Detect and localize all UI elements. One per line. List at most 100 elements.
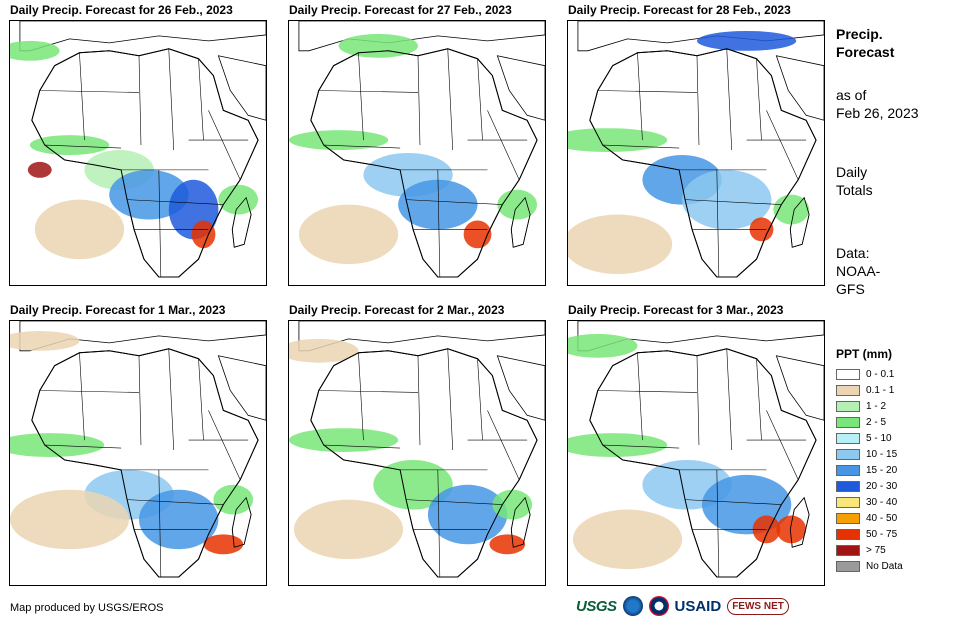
country-border — [637, 52, 643, 141]
precip-area — [696, 30, 797, 51]
fews-net-logo: FEWS NET — [727, 597, 789, 615]
totals-line2: Totals — [836, 182, 873, 198]
madagascar-coastline — [231, 196, 252, 248]
country-border — [358, 352, 364, 441]
precip-area — [398, 179, 478, 230]
country-border — [766, 410, 799, 480]
usgs-logo: USGS — [576, 597, 617, 615]
credit-text: Map produced by USGS/EROS — [10, 602, 164, 614]
precip-area — [29, 135, 110, 155]
country-border — [597, 390, 697, 393]
legend-item: 20 - 30 — [836, 478, 903, 494]
legend-label: 30 - 40 — [866, 496, 898, 508]
africa-coastline — [31, 48, 259, 278]
country-border — [158, 169, 162, 278]
panel-title-5: Daily Precip. Forecast for 2 Mar., 2023 — [289, 303, 505, 317]
precip-area — [568, 214, 673, 275]
side-asof: as of Feb 26, 2023 — [836, 86, 919, 122]
country-border — [406, 499, 503, 505]
country-border — [168, 48, 175, 151]
country-border — [637, 352, 643, 441]
heading-line2: Forecast — [836, 44, 895, 60]
europe-outline — [19, 321, 266, 352]
country-border — [685, 499, 782, 505]
legend-label: 15 - 20 — [866, 464, 898, 476]
legend-item: 10 - 15 — [836, 446, 903, 462]
panel-title-4: Daily Precip. Forecast for 1 Mar., 2023 — [10, 303, 226, 317]
heading-line1: Precip. — [836, 26, 883, 42]
precip-area — [203, 534, 244, 555]
precip-area — [27, 161, 52, 178]
arabia-outline — [496, 355, 545, 421]
precip-area — [776, 515, 807, 544]
precip-area — [289, 428, 399, 453]
data-line3: GFS — [836, 281, 865, 297]
country-border — [447, 348, 454, 451]
legend-label: No Data — [866, 560, 903, 572]
country-border — [487, 410, 520, 480]
africa-coastline — [310, 48, 538, 278]
country-border — [318, 90, 418, 93]
country-border — [127, 499, 224, 505]
precip-area — [289, 338, 359, 363]
arabia-outline — [217, 355, 266, 421]
legend-item: No Data — [836, 558, 903, 574]
side-data-source: Data: NOAA- GFS — [836, 244, 880, 298]
precip-area — [10, 489, 130, 550]
arabia-outline — [775, 355, 824, 421]
madagascar-coastline — [789, 496, 810, 548]
africa-coastline — [589, 348, 817, 578]
country-border — [79, 352, 85, 441]
forecast-map-6 — [567, 320, 825, 586]
noaa-logo-icon — [622, 596, 643, 616]
legend-swatch — [836, 416, 860, 428]
country-border — [79, 52, 85, 141]
arabia-outline — [217, 55, 266, 121]
legend-label: 20 - 30 — [866, 480, 898, 492]
country-border — [406, 199, 503, 205]
country-border — [323, 444, 401, 449]
logo-strip: USGS USAID FEWS NET — [576, 596, 789, 616]
africa-coastline — [310, 348, 538, 578]
precip-area — [497, 189, 538, 220]
country-border — [766, 110, 799, 180]
country-border — [358, 52, 364, 141]
europe-outline — [298, 21, 545, 52]
legend-label: 5 - 10 — [866, 432, 892, 444]
legend: 0 - 0.1 0.1 - 1 1 - 2 2 - 5 5 - 10 10 - 15 15 … — [836, 366, 903, 574]
legend-swatch — [836, 368, 860, 380]
madagascar-coastline — [510, 196, 531, 248]
legend-swatch — [836, 400, 860, 412]
africa-map-svg — [10, 321, 266, 578]
country-border — [726, 348, 733, 451]
madagascar-coastline — [789, 196, 810, 248]
legend-item: > 75 — [836, 542, 903, 558]
legend-item: 50 - 75 — [836, 526, 903, 542]
legend-item: 1 - 2 — [836, 398, 903, 414]
panel-title-1: Daily Precip. Forecast for 26 Feb., 2023 — [10, 3, 233, 17]
country-border — [318, 390, 418, 393]
precip-area — [138, 489, 219, 550]
country-border — [602, 444, 680, 449]
legend-swatch — [836, 544, 860, 556]
africa-map-svg — [568, 321, 824, 578]
legend-label: > 75 — [866, 544, 886, 556]
country-border — [477, 58, 483, 141]
country-border — [39, 90, 139, 93]
panel-title-6: Daily Precip. Forecast for 3 Mar., 2023 — [568, 303, 784, 317]
forecast-map-3 — [567, 20, 825, 286]
side-totals: Daily Totals — [836, 163, 873, 199]
totals-line1: Daily — [836, 164, 868, 180]
precip-area — [568, 128, 668, 153]
legend-item: 0.1 - 1 — [836, 382, 903, 398]
precip-area — [568, 333, 638, 358]
country-border — [477, 358, 483, 441]
legend-label: 10 - 15 — [866, 448, 898, 460]
data-line2: NOAA- — [836, 263, 881, 279]
precip-area — [213, 484, 254, 515]
country-border — [447, 48, 454, 151]
legend-swatch — [836, 432, 860, 444]
asof-line2: Feb 26, 2023 — [836, 105, 919, 121]
legend-swatch — [836, 512, 860, 524]
legend-swatch — [836, 496, 860, 508]
